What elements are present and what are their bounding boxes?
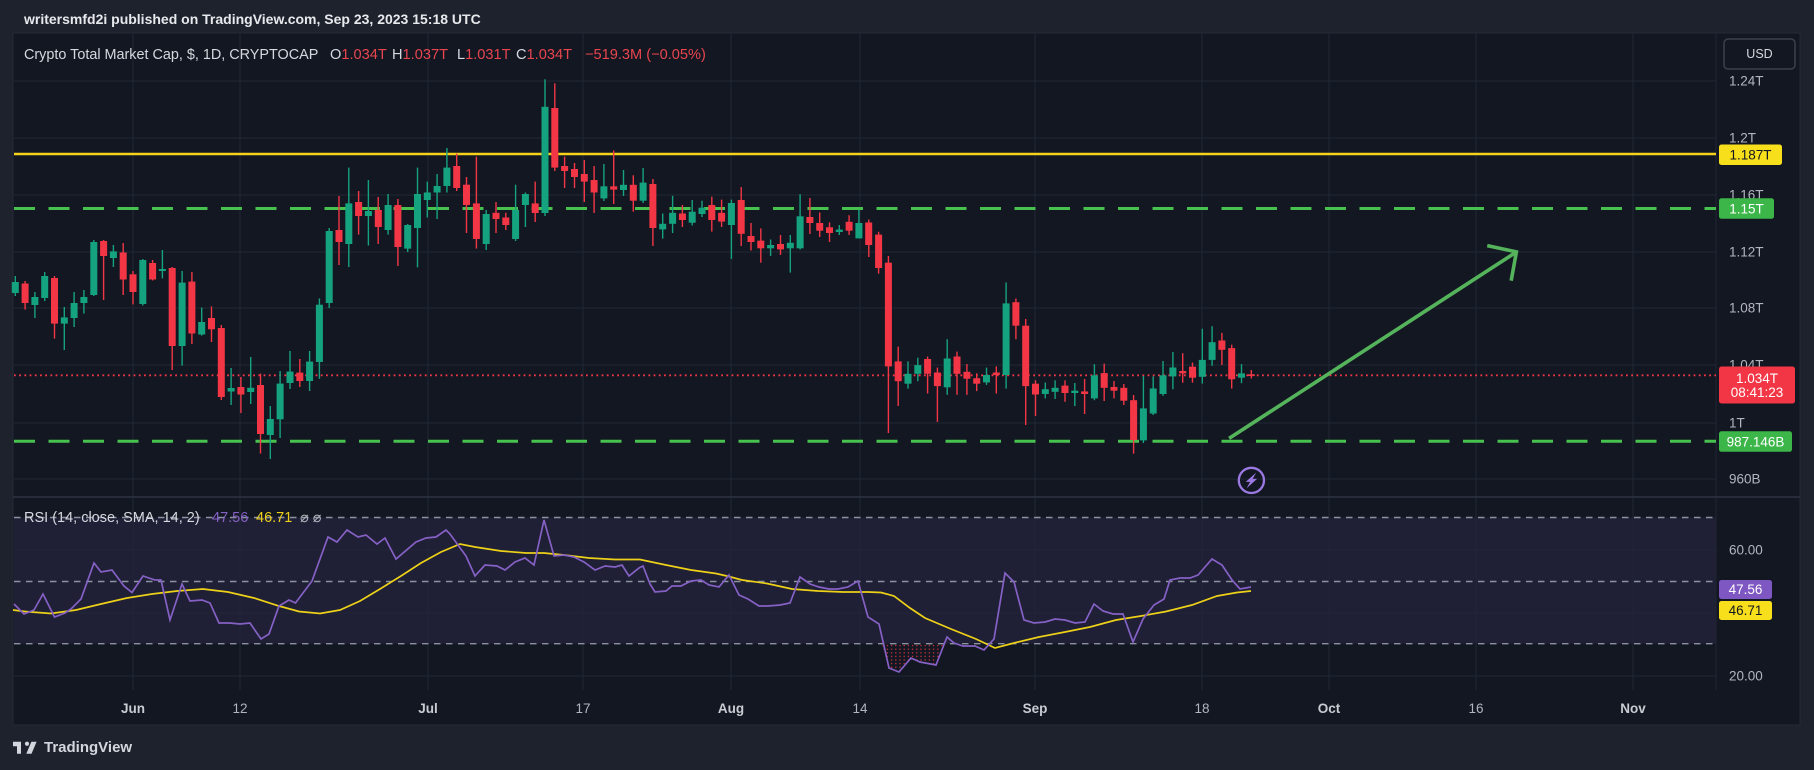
svg-text:960B: 960B [1729, 472, 1761, 487]
svg-text:Jun: Jun [121, 701, 145, 716]
svg-text:1.24T: 1.24T [1729, 74, 1764, 89]
svg-text:08:41:23: 08:41:23 [1731, 385, 1784, 400]
svg-text:14: 14 [852, 701, 868, 716]
svg-text:1.12T: 1.12T [1729, 245, 1764, 260]
svg-text:47.56: 47.56 [212, 510, 248, 526]
svg-text:Jul: Jul [418, 701, 438, 716]
svg-text:Crypto Total Market Cap, $, 1D: Crypto Total Market Cap, $, 1D, CRYPTOCA… [24, 47, 318, 63]
svg-text:Sep: Sep [1023, 701, 1048, 716]
svg-text:Nov: Nov [1620, 701, 1646, 716]
svg-text:12: 12 [232, 701, 247, 716]
svg-text:Oct: Oct [1318, 701, 1341, 716]
svg-text:1.034T: 1.034T [1736, 371, 1778, 386]
svg-text:1.15T: 1.15T [1729, 201, 1764, 216]
svg-text:60.00: 60.00 [1729, 543, 1763, 558]
svg-text:1.08T: 1.08T [1729, 301, 1764, 316]
svg-text:C1.034T: C1.034T [516, 47, 572, 63]
svg-text:H1.037T: H1.037T [392, 47, 448, 63]
svg-text:46.71: 46.71 [256, 510, 292, 526]
svg-text:−519.3M (−0.05%): −519.3M (−0.05%) [585, 47, 706, 63]
svg-text:16: 16 [1468, 701, 1483, 716]
svg-text:987.146B: 987.146B [1727, 434, 1785, 449]
svg-text:⌀ ⌀: ⌀ ⌀ [300, 510, 322, 526]
svg-text:RSI (14, close, SMA, 14, 2): RSI (14, close, SMA, 14, 2) [24, 510, 200, 526]
svg-text:18: 18 [1194, 701, 1209, 716]
svg-text:1T: 1T [1729, 416, 1745, 431]
svg-text:O1.034T: O1.034T [330, 47, 387, 63]
svg-text:USD: USD [1746, 47, 1772, 61]
svg-text:20.00: 20.00 [1729, 669, 1763, 684]
svg-text:Aug: Aug [718, 701, 744, 716]
svg-text:17: 17 [575, 701, 590, 716]
svg-text:1.2T: 1.2T [1729, 131, 1756, 146]
svg-text:46.71: 46.71 [1729, 603, 1763, 618]
svg-text:L1.031T: L1.031T [457, 47, 511, 63]
svg-text:1.187T: 1.187T [1729, 147, 1771, 162]
svg-text:47.56: 47.56 [1729, 582, 1763, 597]
